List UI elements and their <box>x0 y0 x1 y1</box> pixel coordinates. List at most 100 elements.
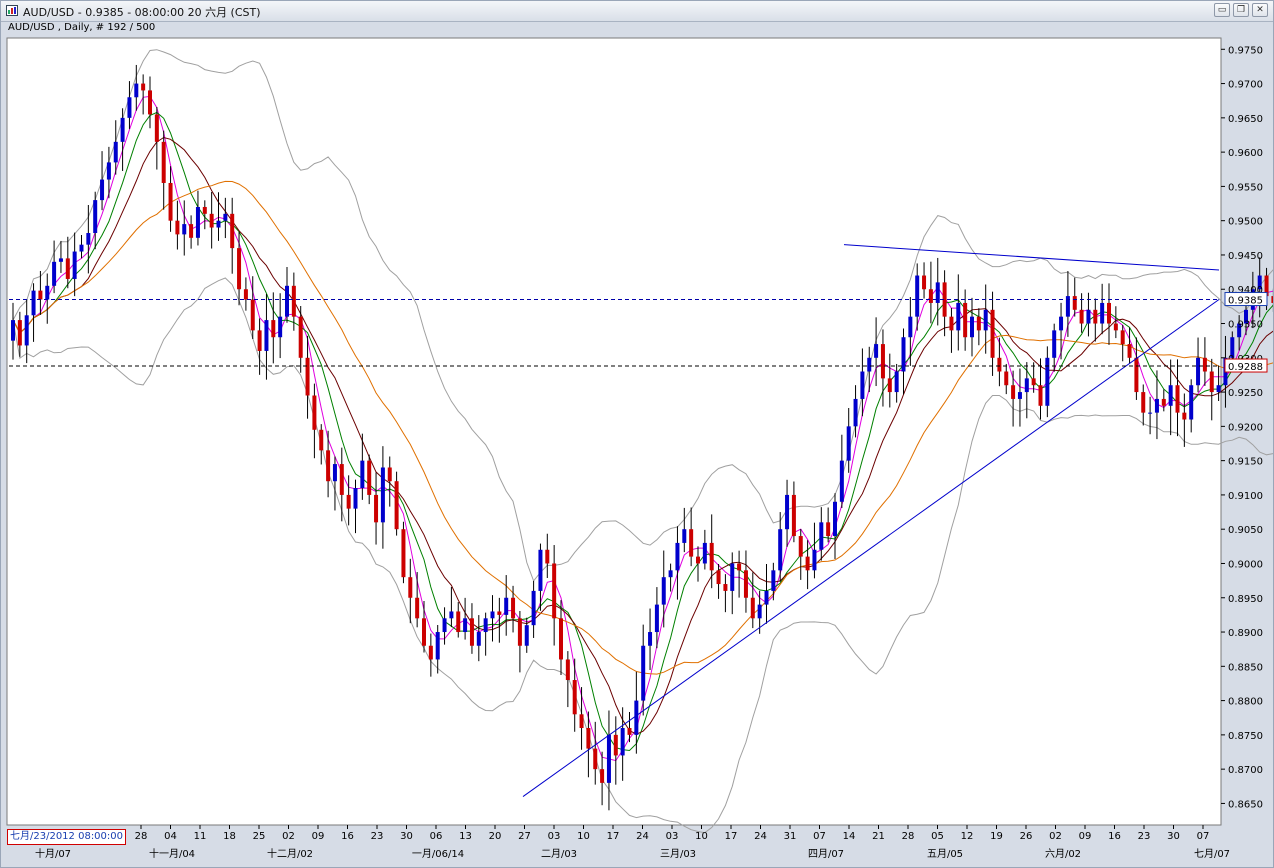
y-tick-label: 0.8700 <box>1228 765 1263 776</box>
x-tick-label: 06 <box>430 831 443 842</box>
month-label: 二月/03 <box>541 848 577 860</box>
resistance-trendline <box>843 244 1220 271</box>
bull-candle <box>360 460 365 489</box>
x-tick-label: 20 <box>489 831 502 842</box>
bear-candle <box>305 357 310 396</box>
bull-candle <box>278 316 283 338</box>
bear-candle <box>319 429 324 451</box>
bull-candle <box>1052 330 1057 358</box>
bull-candle <box>983 309 988 331</box>
restore-button[interactable]: ❐ <box>1233 3 1249 17</box>
month-label: 十一月/04 <box>149 847 195 860</box>
bull-candle <box>332 464 337 482</box>
plot-area[interactable] <box>6 37 1222 826</box>
bull-candle <box>1196 357 1201 386</box>
bull-candle <box>1230 337 1235 358</box>
x-tick-label: 17 <box>725 831 738 842</box>
price-axis[interactable]: 0.9750 0.9700 0.9650 0.9600 0.9550 0.9500 0.94… <box>1221 45 1268 810</box>
bear-candle <box>497 611 502 615</box>
bear-candle <box>312 395 317 430</box>
bull-candle <box>538 549 543 591</box>
y-tick-label: 0.9100 <box>1228 491 1263 502</box>
bull-candle <box>483 618 488 633</box>
candles <box>11 64 1273 811</box>
bear-candle <box>346 494 351 509</box>
x-tick-label: 23 <box>1138 831 1151 842</box>
bull-candle <box>285 285 289 317</box>
bear-candle <box>189 224 194 238</box>
y-tick-label: 0.8950 <box>1228 594 1263 605</box>
bull-candle <box>860 371 865 399</box>
bear-candle <box>394 481 399 530</box>
x-tick-label: 07 <box>1197 831 1210 842</box>
bear-candle <box>600 769 605 783</box>
bull-candle <box>182 224 187 235</box>
bear-candle <box>791 494 796 537</box>
bull-candle <box>435 632 440 660</box>
bull-candle <box>654 604 659 633</box>
x-tick-label: 16 <box>1108 831 1121 842</box>
bear-candle <box>1264 275 1269 297</box>
close-button[interactable]: ✕ <box>1252 3 1268 17</box>
bear-candle <box>887 378 892 393</box>
x-tick-label: 17 <box>607 831 620 842</box>
x-tick-label: 11 <box>194 831 207 842</box>
bear-candle <box>565 659 570 681</box>
bear-candle <box>1011 385 1016 399</box>
bear-candle <box>1079 309 1084 324</box>
bear-candle <box>593 748 598 770</box>
bull-candle <box>524 625 529 646</box>
bear-candle <box>545 549 550 564</box>
x-tick-label: 13 <box>459 831 472 842</box>
month-label: 三月/03 <box>660 848 696 860</box>
bull-candle <box>675 542 680 571</box>
x-tick-label: 24 <box>636 831 649 842</box>
bull-candle <box>915 275 920 317</box>
time-axis[interactable]: 28 04 11 18 25 02 09 16 23 30 06 13 20 27 03 10 17 24 03 10… <box>35 825 1230 860</box>
window-title: AUD/USD - 0.9385 - 08:00:00 20 六月 (CST) <box>23 6 261 19</box>
bull-candle <box>839 460 844 502</box>
y-tick-label: 0.8650 <box>1228 799 1263 810</box>
x-tick-label: 03 <box>666 831 679 842</box>
bull-candle <box>195 206 200 238</box>
y-tick-label: 0.9350 <box>1228 320 1263 331</box>
moving-averages <box>12 95 1273 762</box>
window-titlebar[interactable]: AUD/USD - 0.9385 - 08:00:00 20 六月 (CST) … <box>1 1 1273 22</box>
bear-candle <box>723 584 728 591</box>
y-tick-label: 0.9500 <box>1228 217 1263 228</box>
minimize-button[interactable]: ▭ <box>1214 3 1230 17</box>
bull-candle <box>867 357 872 372</box>
chart-header: AUD/USD , Daily, # 192 / 500 <box>8 22 156 33</box>
bull-candle <box>764 590 769 605</box>
level-price-label: 0.9288 <box>1228 362 1263 373</box>
bull-candle <box>606 734 611 783</box>
bear-candle <box>1093 309 1098 324</box>
bull-candle <box>648 632 653 646</box>
bear-candle <box>1038 385 1043 406</box>
bull-candle <box>1065 296 1070 317</box>
bear-candle <box>237 248 242 290</box>
bull-candle <box>1045 357 1050 406</box>
bear-candle <box>579 714 584 729</box>
bull-candle <box>1244 309 1248 324</box>
bull-candle <box>853 398 858 427</box>
bull-candle <box>1100 302 1105 324</box>
bear-candle <box>1271 296 1273 303</box>
bear-candle <box>1202 357 1207 372</box>
y-tick-label: 0.9200 <box>1228 422 1263 433</box>
bear-candle <box>250 299 255 331</box>
y-tick-label: 0.8800 <box>1228 697 1263 708</box>
bollinger-upper <box>12 49 1273 582</box>
bull-candle <box>730 563 735 591</box>
bear-candle <box>141 83 146 91</box>
bull-candle <box>771 570 776 591</box>
bear-candle <box>928 289 933 303</box>
bear-candle <box>1107 302 1111 324</box>
bull-candle <box>833 501 837 537</box>
bear-candle <box>805 556 810 571</box>
bear-candle <box>1175 385 1180 413</box>
bear-candle <box>517 618 522 646</box>
bull-candle <box>846 426 851 461</box>
bull-candle <box>120 117 125 142</box>
